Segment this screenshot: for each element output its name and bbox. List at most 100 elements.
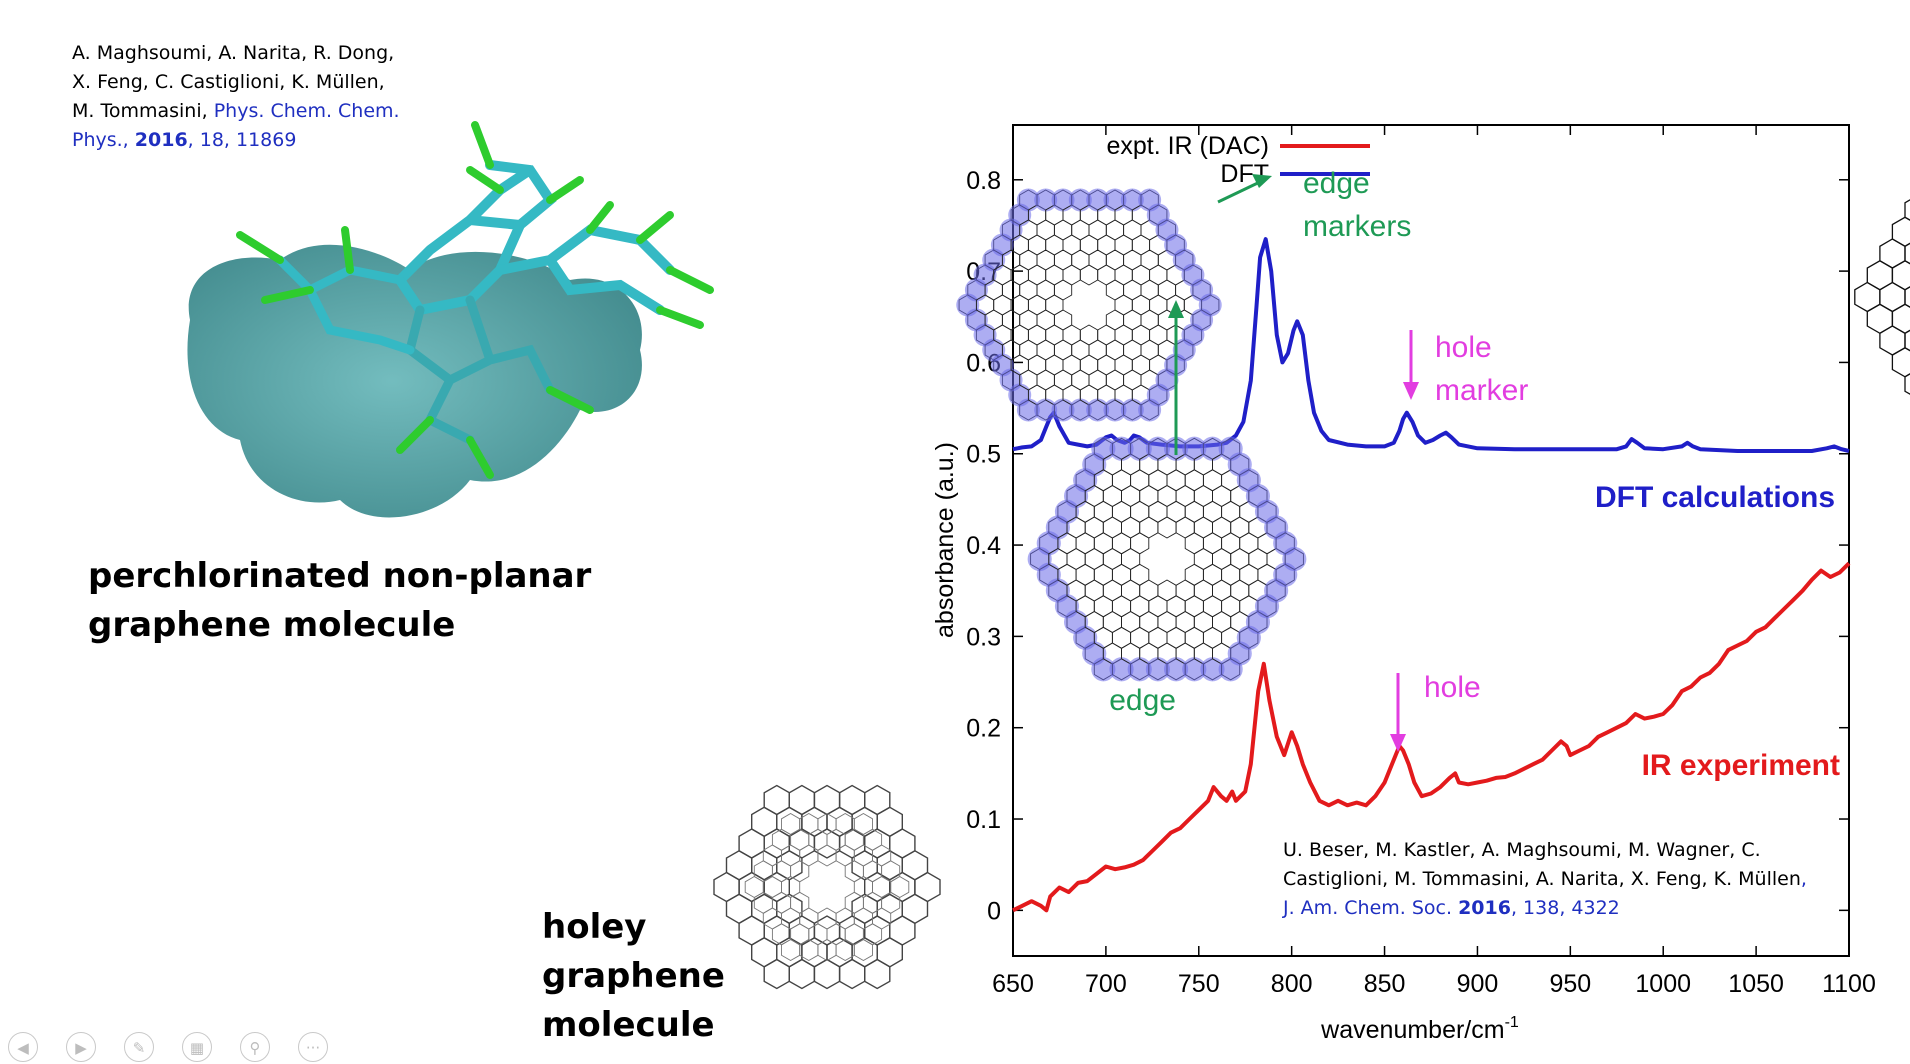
legend-label-experiment: expt. IR (DAC) xyxy=(1106,132,1269,160)
reference-bottom-line1: U. Beser, M. Kastler, A. Maghsoumi, M. W… xyxy=(1283,839,1761,861)
hole-marker-arrowhead xyxy=(1403,382,1419,400)
edge-marker-dot xyxy=(1182,436,1207,461)
more-options-button[interactable]: ··· xyxy=(298,1032,328,1062)
edge-marker-dot xyxy=(1127,436,1152,461)
prev-slide-button[interactable]: ◀ xyxy=(8,1032,38,1062)
hexagon-ring xyxy=(1904,373,1910,395)
series-line-experiment xyxy=(1012,561,1851,913)
hole-arrowhead xyxy=(1390,734,1406,752)
x-tick-label: 650 xyxy=(992,970,1034,998)
series-line-dft xyxy=(1012,237,1850,453)
y-tick-label: 0 xyxy=(987,897,1001,925)
y-tick-label: 0.8 xyxy=(966,167,1001,195)
next-slide-button[interactable]: ▶ xyxy=(66,1032,96,1062)
reference-bottom-line2: Castiglioni, M. Tommasini, A. Narita, X.… xyxy=(1283,868,1801,890)
inset-edge-markers-molecule xyxy=(956,188,1222,422)
perchlorinated-caption-line1: perchlorinated non-planar xyxy=(88,556,592,596)
y-tick-label: 0.4 xyxy=(966,532,1001,560)
annotation-arrows xyxy=(1174,178,1413,742)
chlorine-atoms xyxy=(236,121,714,479)
edge-markers-up-arrowhead xyxy=(1168,300,1184,318)
zoom-button[interactable]: ⚲ xyxy=(240,1032,270,1062)
hexagon-ring xyxy=(1891,303,1910,335)
reference-bottom-comma: , xyxy=(1800,868,1807,890)
hexagon-ring xyxy=(1130,563,1150,586)
hexagon-ring xyxy=(817,844,837,867)
edge-marker-dot xyxy=(1198,293,1222,317)
x-tick-label: 700 xyxy=(1085,970,1127,998)
edge-markers-arrow xyxy=(1217,178,1265,204)
holey-caption-line2: graphene xyxy=(542,956,725,996)
edge-marker-dot xyxy=(1120,398,1144,422)
see-all-slides-button[interactable]: ▦ xyxy=(182,1032,212,1062)
slides-icon: ▦ xyxy=(189,1039,205,1057)
inset-hole-marker-molecule xyxy=(1027,436,1307,682)
annotation-markers: markers xyxy=(1303,210,1411,243)
pen-icon: ✎ xyxy=(132,1039,146,1057)
annotation-ir-experiment: IR experiment xyxy=(1642,749,1840,782)
x-tick-label: 850 xyxy=(1364,970,1406,998)
reference-top-line2: X. Feng, C. Castiglioni, K. Müllen, xyxy=(72,71,385,93)
annotation-arrowheads xyxy=(1168,174,1419,752)
edge-marker-dot xyxy=(1068,188,1092,212)
next-icon: ▶ xyxy=(75,1039,87,1057)
x-tick-labels: 650 700 750 800 850 900 950 1000 1050 1100 xyxy=(992,970,1876,998)
reference-top-journal-b: Phys., xyxy=(72,129,129,151)
perchlorinated-molecule-illustration xyxy=(187,121,714,518)
edge-marker-dot xyxy=(1282,546,1307,572)
hexagon-ring xyxy=(914,871,941,903)
y-tick-label: 0.3 xyxy=(966,623,1001,651)
hexagon-ring xyxy=(1157,516,1177,539)
reference-top-line3: M. Tommasini, xyxy=(72,100,208,122)
holey-caption-line1: holey xyxy=(542,907,647,947)
x-tick-label: 900 xyxy=(1457,970,1499,998)
edge-marker-dot xyxy=(1164,657,1189,682)
annotation-marker: marker xyxy=(1435,374,1528,407)
edge-marker-dot xyxy=(1016,398,1040,422)
y-tick-label: 0.2 xyxy=(966,715,1001,743)
edge-marker-dot xyxy=(1103,398,1127,422)
reference-bottom: U. Beser, M. Kastler, A. Maghsoumi, M. W… xyxy=(1283,836,1843,923)
edge-marker-dot xyxy=(1034,188,1058,212)
edge-marker-dot xyxy=(1182,657,1207,682)
hexagon-ring xyxy=(1904,199,1910,221)
zoom-icon: ⚲ xyxy=(249,1039,261,1057)
edge-marker-dot xyxy=(1091,436,1116,461)
edge-marker-dot xyxy=(1145,436,1170,461)
hexagon-ring xyxy=(1139,516,1159,539)
hexagon-ring xyxy=(1891,216,1910,248)
annotation-dft-calculations: DFT calculations xyxy=(1595,481,1835,514)
reference-top: A. Maghsoumi, A. Narita, R. Dong, X. Fen… xyxy=(72,39,432,155)
pen-button[interactable]: ✎ xyxy=(124,1032,154,1062)
reference-bottom-volume-page: , 138, 4322 xyxy=(1510,897,1620,919)
ir-spectrum-chart: 650 700 750 800 850 900 950 1000 1050 1100 0 0.1 0.… xyxy=(931,124,1910,1044)
axis-ticks xyxy=(1012,125,1850,956)
hexagon-ring xyxy=(1891,260,1910,291)
x-tick-label: 750 xyxy=(1178,970,1220,998)
annotation-edge-top: edge xyxy=(1303,167,1370,200)
edge-marker-dot xyxy=(1086,398,1110,422)
annotation-hole-bottom: hole xyxy=(1424,671,1481,704)
holey-graphene-structure xyxy=(713,784,941,990)
holey-caption-line3: molecule xyxy=(542,1005,715,1045)
x-tick-label: 1100 xyxy=(1822,970,1876,998)
reference-top-line1: A. Maghsoumi, A. Narita, R. Dong, xyxy=(72,42,395,64)
molecule-bonds xyxy=(275,160,675,445)
hexagon-ring xyxy=(1904,329,1910,352)
inset-center-molecule xyxy=(1854,199,1910,395)
edge-marker-dot xyxy=(1051,398,1075,422)
edge-markers-arrowhead xyxy=(1252,174,1272,188)
edge-marker-dot xyxy=(1086,188,1110,212)
x-tick-label: 1050 xyxy=(1728,970,1784,998)
edge-marker-dot xyxy=(1109,436,1134,461)
annotation-hole-top: hole xyxy=(1435,331,1492,364)
x-tick-label: 800 xyxy=(1271,970,1313,998)
edge-marker-dot xyxy=(1103,188,1127,212)
perchlorinated-caption-line2: graphene molecule xyxy=(88,605,456,645)
y-tick-label: 0.1 xyxy=(966,806,1001,834)
reference-top-year: 2016 xyxy=(134,129,188,151)
edge-marker-dot xyxy=(1145,657,1170,682)
prev-icon: ◀ xyxy=(17,1039,29,1057)
holey-caption: holey graphene molecule xyxy=(542,903,725,1050)
edge-marker-dot xyxy=(1068,398,1092,422)
